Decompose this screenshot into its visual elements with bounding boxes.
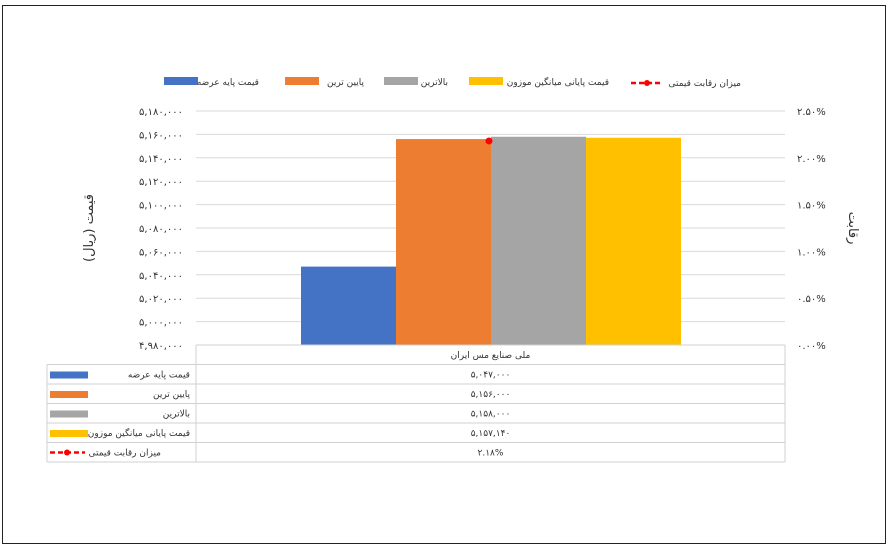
table-value: ۵,۰۴۷,۰۰۰ [471, 371, 511, 381]
table-swatch [50, 410, 88, 418]
line-points [485, 137, 493, 145]
table-row-label: قیمت پایه عرضه [128, 371, 190, 381]
legend-swatch [384, 77, 418, 85]
y2-tick-label: ۰.۵۰% [797, 294, 826, 305]
chart: قیمت پایه عرضه پایین ترین بالاترین قیمت پای… [46, 76, 860, 463]
y2-axis-title: رقابت [845, 212, 860, 245]
y-tick-label: ۵,۰۶۰,۰۰۰ [139, 247, 183, 258]
y2-axis-ticks: ۲.۵۰% ۲.۰۰% ۱.۵۰% ۱.۰۰% ۰.۵۰% ۰.۰۰% [797, 107, 826, 352]
legend: قیمت پایه عرضه پایین ترین بالاترین قیمت پای… [164, 76, 741, 89]
y-tick-label: ۵,۱۴۰,۰۰۰ [139, 154, 183, 165]
table-value: ۵,۱۵۶,۰۰۰ [471, 390, 511, 400]
y-tick-label: ۴,۹۸۰,۰۰۰ [139, 341, 183, 352]
table-swatch [50, 391, 88, 398]
table-row-label: پایین ترین [153, 390, 191, 400]
y2-tick-label: ۱.۵۰% [797, 201, 826, 212]
bar [301, 266, 396, 345]
y-tick-label: ۵,۱۲۰,۰۰۰ [139, 177, 183, 188]
y2-tick-label: ۲.۵۰% [797, 107, 826, 118]
legend-swatch [469, 77, 503, 85]
legend-label: بالاترین [421, 78, 448, 88]
table-value: ۵,۱۵۷,۱۴۰ [471, 429, 511, 439]
legend-label: قیمت پایانی میانگین موزون [507, 76, 609, 88]
bar [586, 137, 681, 345]
y-tick-label: ۵,۱۸۰,۰۰۰ [139, 107, 183, 118]
y-axis-title: قیمت (ریال) [82, 194, 97, 262]
legend-line-marker [644, 80, 650, 86]
legend-label: قیمت پایه عرضه [197, 78, 259, 88]
y-tick-label: ۵,۰۲۰,۰۰۰ [139, 294, 183, 305]
data-table: ملی صنایع مس ایران قیمت پایه عرضه ۵,۰۴۷,۰۰… [46, 344, 786, 463]
table-category-label: ملی صنایع مس ایران [451, 351, 531, 361]
table-swatch [50, 371, 88, 379]
table-value: ۵,۱۵۸,۰۰۰ [471, 410, 511, 420]
y-tick-label: ۵,۰۴۰,۰۰۰ [139, 271, 183, 282]
y-tick-label: ۵,۰۰۰,۰۰۰ [139, 318, 183, 329]
legend-label: میزان رقابت قیمتی [668, 79, 741, 89]
y2-tick-label: ۱.۰۰% [797, 247, 826, 258]
legend-swatch [164, 77, 198, 85]
y-tick-label: ۵,۱۰۰,۰۰۰ [139, 201, 183, 212]
legend-swatch [285, 77, 319, 85]
table-swatch [50, 430, 88, 437]
bars [301, 136, 681, 345]
table-value: ۲.۱۸% [478, 449, 504, 459]
table-row-label: قیمت پایانی میانگین موزون [88, 427, 190, 439]
y2-tick-label: ۲.۰۰% [797, 154, 826, 165]
legend-label: پایین ترین [327, 78, 365, 88]
table-row-label: بالاترین [163, 410, 190, 420]
line-point [485, 137, 493, 145]
bar [396, 139, 491, 345]
y-axis-ticks: ۵,۱۸۰,۰۰۰ ۵,۱۶۰,۰۰۰ ۵,۱۴۰,۰۰۰ ۵,۱۲۰,۰۰۰ ۵,۱۰… [139, 107, 183, 352]
table-line-marker [64, 449, 70, 456]
bar [491, 136, 586, 345]
table-row-label: میزان رقابت قیمتی [88, 449, 161, 459]
y-tick-label: ۵,۱۶۰,۰۰۰ [139, 130, 183, 141]
y-tick-label: ۵,۰۸۰,۰۰۰ [139, 224, 183, 235]
y2-tick-label: ۰.۰۰% [797, 341, 826, 352]
chart-frame: قیمت پایه عرضه پایین ترین بالاترین قیمت پای… [2, 5, 886, 544]
